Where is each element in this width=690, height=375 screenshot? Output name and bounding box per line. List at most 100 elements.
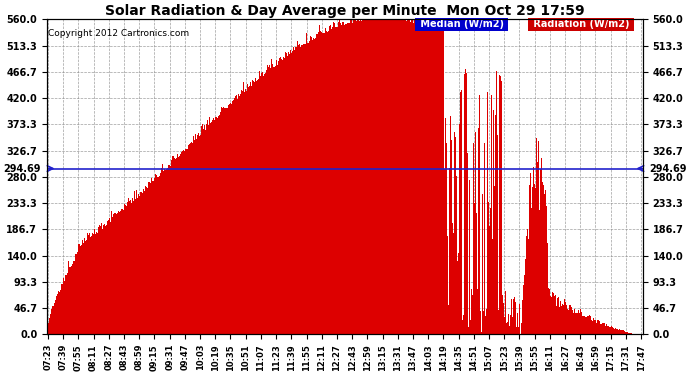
Bar xyxy=(416,21,417,334)
Bar xyxy=(181,149,182,334)
Bar xyxy=(469,146,471,334)
Bar xyxy=(212,120,213,334)
Bar xyxy=(461,90,462,334)
Bar xyxy=(283,57,284,334)
Bar xyxy=(304,44,305,334)
Bar xyxy=(433,28,434,334)
Bar xyxy=(460,92,461,334)
Bar xyxy=(221,107,222,334)
Bar xyxy=(54,303,55,334)
Bar xyxy=(120,211,121,334)
Bar xyxy=(242,91,244,334)
Bar xyxy=(625,332,627,334)
Bar xyxy=(52,306,53,334)
Bar xyxy=(136,190,137,334)
Bar xyxy=(497,135,498,334)
Bar xyxy=(267,65,268,334)
Bar xyxy=(372,20,373,334)
Bar xyxy=(307,43,308,334)
Bar xyxy=(430,27,431,334)
Bar xyxy=(163,168,164,334)
Bar xyxy=(57,294,58,334)
Bar xyxy=(104,223,106,334)
Bar xyxy=(536,138,537,334)
Bar xyxy=(518,327,519,334)
Bar xyxy=(289,54,290,334)
Bar xyxy=(535,188,536,334)
Bar xyxy=(85,241,86,334)
Bar xyxy=(512,317,513,334)
Bar xyxy=(329,26,330,334)
Bar xyxy=(166,169,167,334)
Bar xyxy=(363,20,364,334)
Bar xyxy=(406,21,407,334)
Bar xyxy=(308,43,309,334)
Bar xyxy=(620,330,622,334)
Bar xyxy=(80,246,81,334)
Bar xyxy=(351,20,352,334)
Bar xyxy=(141,193,143,334)
Bar xyxy=(407,20,408,334)
Bar xyxy=(228,105,229,334)
Bar xyxy=(375,20,376,334)
Bar xyxy=(254,82,255,334)
Bar xyxy=(387,20,388,334)
Bar xyxy=(631,333,632,334)
Bar xyxy=(502,295,503,334)
Bar xyxy=(350,20,351,334)
Bar xyxy=(190,143,191,334)
Bar xyxy=(83,238,85,334)
Bar xyxy=(159,173,161,334)
Bar xyxy=(164,168,166,334)
Bar xyxy=(305,44,306,334)
Bar xyxy=(526,219,527,334)
Bar xyxy=(613,328,614,334)
Bar xyxy=(161,164,163,334)
Bar xyxy=(266,70,267,334)
Bar xyxy=(484,143,485,334)
Bar xyxy=(264,74,265,334)
Bar xyxy=(531,208,532,334)
Bar xyxy=(51,309,52,334)
Bar xyxy=(171,160,172,334)
Bar xyxy=(89,233,90,334)
Bar xyxy=(493,110,494,334)
Bar xyxy=(595,320,596,334)
Bar xyxy=(97,233,98,334)
Bar xyxy=(184,151,186,334)
Bar xyxy=(590,316,591,334)
Bar xyxy=(473,142,474,334)
Bar xyxy=(598,320,599,334)
Bar xyxy=(533,167,534,334)
Bar xyxy=(224,108,225,334)
Bar xyxy=(496,72,497,334)
Bar xyxy=(482,194,483,334)
Bar xyxy=(93,234,94,334)
Bar xyxy=(509,326,511,334)
Bar xyxy=(175,159,176,334)
Bar xyxy=(349,22,350,334)
Bar xyxy=(547,243,549,334)
Bar xyxy=(172,156,173,334)
Bar xyxy=(584,318,586,334)
Bar xyxy=(213,118,214,334)
Bar xyxy=(146,187,147,334)
Bar xyxy=(59,292,60,334)
Bar xyxy=(491,95,493,334)
Bar xyxy=(589,315,590,334)
Bar xyxy=(421,22,422,334)
Bar xyxy=(437,20,438,334)
Bar xyxy=(431,23,433,334)
Bar xyxy=(508,322,509,334)
Bar xyxy=(65,275,66,334)
Bar xyxy=(471,289,473,334)
Bar xyxy=(558,297,559,334)
Bar xyxy=(245,89,246,334)
Bar xyxy=(516,327,517,334)
Bar xyxy=(555,295,556,334)
Bar xyxy=(295,47,297,334)
Bar xyxy=(137,198,138,334)
Bar xyxy=(250,82,251,334)
Bar xyxy=(428,26,430,334)
Bar xyxy=(519,304,520,334)
